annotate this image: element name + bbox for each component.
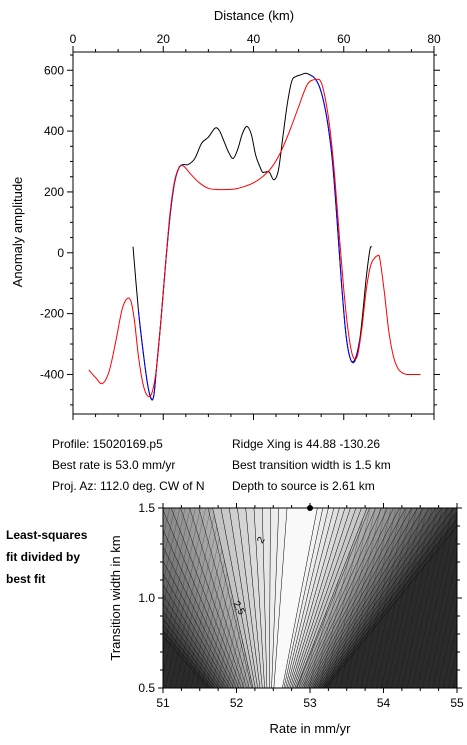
misfit-contour-line (464, 508, 467, 688)
source-depth-label: Depth to source is 2.61 km (232, 479, 375, 493)
misfit-valley-contour (273, 508, 318, 688)
misfit-contour-line (365, 508, 407, 688)
misfit-caption-line-3: best fit (6, 572, 46, 586)
x-axis-title-bottom: Rate in mm/yr (270, 721, 352, 736)
profile-series-line-0 (132, 72, 373, 401)
profile-series-line-2 (88, 78, 421, 398)
profile-tick-labels: 0 20 40 60 80 600 400 200 0 -200 -400 (40, 32, 441, 381)
misfit-caption-line-2: fit divided by (6, 550, 81, 564)
y-tick-label: 1.0 (138, 591, 155, 605)
misfit-contour-line (324, 508, 366, 688)
misfit-contour-line (391, 508, 433, 688)
misfit-contour-line (163, 508, 181, 585)
misfit-contour-line (165, 508, 206, 688)
misfit-contour-line (360, 508, 402, 688)
misfit-contour-line (163, 508, 175, 562)
misfit-caption-line-1: Least-squares (6, 528, 88, 542)
x-tick-label: 54 (377, 696, 391, 710)
misfit-contour-line (406, 508, 448, 688)
misfit-contour-line (180, 508, 222, 688)
contour-label: 2 (255, 535, 268, 546)
misfit-contour-line (175, 508, 217, 688)
misfit-contour-line (334, 508, 376, 688)
misfit-contour-line (163, 508, 196, 653)
x-tick-label: 53 (303, 696, 317, 710)
x-tick-label: 20 (157, 32, 171, 46)
x-tick-label: 80 (427, 32, 441, 46)
y-tick-label: 200 (44, 185, 64, 199)
best-rate-label: Best rate is 53.0 mm/yr (52, 458, 176, 472)
misfit-contour-line (355, 508, 397, 688)
misfit-contour-line (329, 508, 371, 688)
misfit-contour-line (163, 508, 186, 607)
misfit-contour-line (432, 579, 457, 688)
misfit-contour-line (427, 556, 457, 688)
y-tick-label: 0.5 (138, 681, 155, 695)
misfit-contour-line (422, 533, 457, 688)
misfit-contour-line (442, 625, 457, 688)
y-tick-label: -400 (40, 367, 64, 381)
y-tick-label: 0 (57, 246, 64, 260)
misfit-contour-line (411, 508, 453, 688)
projection-azimuth-label: Proj. Az: 112.0 deg. CW of N (52, 479, 205, 493)
misfit-contour-line (370, 508, 412, 688)
x-axis-title-top: Distance (km) (214, 8, 294, 23)
misfit-contour-line (375, 508, 417, 688)
profile-plot-frame (72, 51, 435, 415)
profile-series-line-1 (309, 74, 361, 364)
misfit-contour-line (386, 508, 428, 688)
ridge-crossing-label: Ridge Xing is 44.88 -130.26 (232, 437, 381, 451)
x-tick-label: 60 (337, 32, 351, 46)
misfit-contour-line (350, 508, 392, 688)
profile-series-line-1 (137, 164, 184, 401)
y-tick-label: 600 (44, 63, 64, 77)
misfit-contour-line (170, 508, 211, 688)
x-tick-label: 52 (230, 696, 244, 710)
misfit-tick-labels: 51 52 53 54 55 1.5 1.0 0.5 (138, 501, 464, 710)
misfit-contour-line (396, 508, 438, 688)
best-width-label: Best transition width is 1.5 km (232, 458, 391, 472)
misfit-contour-line (381, 508, 422, 688)
misfit-contour-line (163, 508, 191, 630)
misfit-axis-ticks (158, 503, 462, 693)
y-axis-title-top: Anomaly amplitude (10, 177, 25, 288)
y-tick-label: 400 (44, 124, 64, 138)
profile-label: Profile: 15020169.p5 (52, 437, 163, 451)
x-tick-label: 0 (70, 32, 77, 46)
y-axis-title-bottom: Transition width in km (108, 535, 123, 660)
x-tick-label: 40 (247, 32, 261, 46)
misfit-contour-line (448, 647, 457, 688)
misfit-contour-line (437, 602, 457, 688)
profile-axis-ticks (67, 46, 440, 420)
y-tick-label: 1.5 (138, 501, 155, 515)
x-tick-label: 55 (450, 696, 464, 710)
misfit-caption: Least-squares fit divided by best fit (6, 524, 87, 590)
misfit-contour-line (417, 510, 457, 688)
x-tick-label: 51 (156, 696, 170, 710)
misfit-contour-line (401, 508, 443, 688)
misfit-contour-line (163, 508, 201, 676)
best-fit-marker (307, 505, 313, 511)
y-tick-label: -200 (40, 307, 64, 321)
misfit-heatmap: 22.5 (163, 508, 467, 688)
misfit-contour-line (345, 508, 386, 688)
profile-series (88, 72, 421, 401)
misfit-contour-line (339, 508, 381, 688)
